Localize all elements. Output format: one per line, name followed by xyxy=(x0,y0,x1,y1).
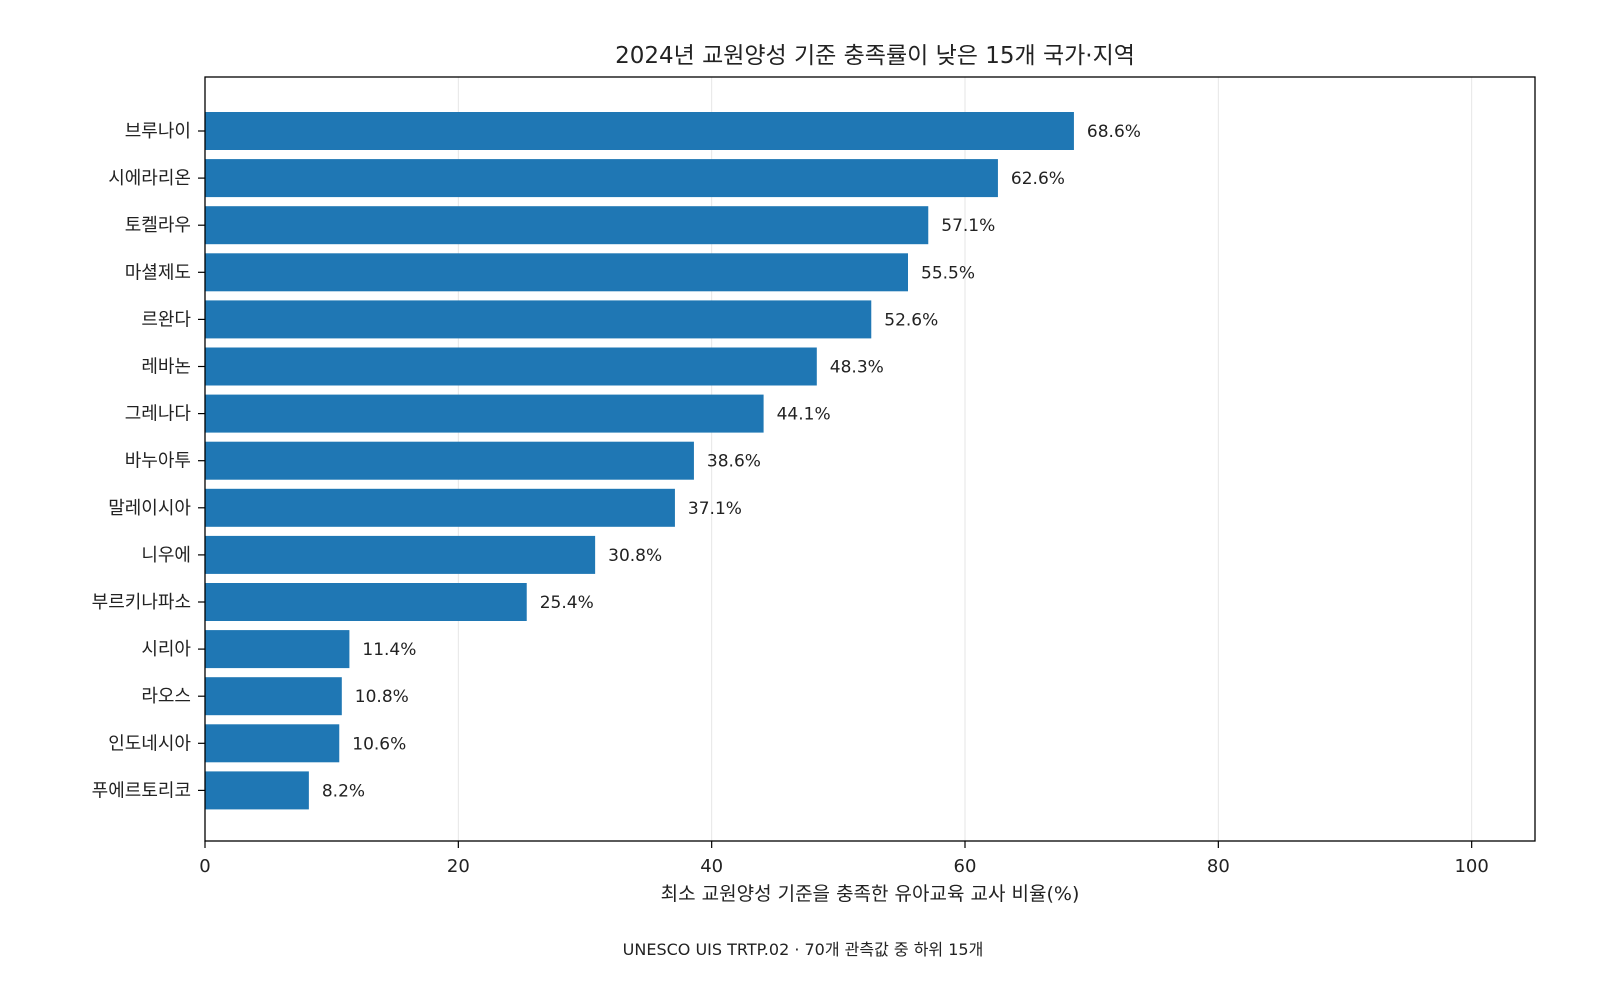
value-label: 62.6% xyxy=(1011,169,1065,189)
value-label: 10.6% xyxy=(352,734,406,754)
category-label: 시에라리온 xyxy=(108,168,191,189)
bar xyxy=(205,253,908,292)
x-tick-label: 80 xyxy=(1207,856,1230,877)
category-label: 토켈라우 xyxy=(125,215,191,236)
x-tick-label: 20 xyxy=(447,856,470,877)
bar xyxy=(205,488,675,527)
category-label: 부르키나파소 xyxy=(92,592,191,613)
value-label: 68.6% xyxy=(1087,122,1141,142)
bar xyxy=(205,112,1074,150)
bar xyxy=(205,159,998,198)
x-axis-ticks: 0 20 40 60 80 100 xyxy=(199,841,1489,877)
bar xyxy=(205,441,694,480)
category-label: 그레나다 xyxy=(125,404,192,425)
value-labels: 68.6% 62.6% 57.1% 55.5% 52.6% 48.3% 44.1% 38.6%… xyxy=(322,122,1141,801)
category-label: 바누아투 xyxy=(125,451,191,472)
category-label: 시리아 xyxy=(141,639,191,660)
bar xyxy=(205,630,350,669)
bar xyxy=(205,206,929,245)
category-label: 레바논 xyxy=(141,357,191,378)
category-label: 르완다 xyxy=(141,309,191,330)
bar xyxy=(205,771,309,810)
bar xyxy=(205,347,817,386)
bar xyxy=(205,724,340,763)
chart-title: 2024년 교원양성 기준 충족률이 낮은 15개 국가·지역 xyxy=(615,43,1135,69)
bar xyxy=(205,677,342,716)
category-label: 브루나이 xyxy=(125,121,191,142)
bar xyxy=(205,394,764,433)
value-label: 57.1% xyxy=(941,216,995,236)
category-label: 마셜제도 xyxy=(125,262,191,283)
bar xyxy=(205,300,872,339)
value-label: 11.4% xyxy=(362,640,416,660)
x-tick-label: 60 xyxy=(954,856,977,877)
value-label: 55.5% xyxy=(921,263,975,283)
category-labels: 브루나이시에라리온토켈라우마셜제도르완다레바논그레나다바누아투말레이시아니우에부… xyxy=(92,121,205,801)
category-label: 말레이시아 xyxy=(108,498,191,519)
value-label: 52.6% xyxy=(884,310,938,330)
category-label: 푸에르토리코 xyxy=(92,780,191,801)
category-label: 니우에 xyxy=(141,545,191,566)
category-label: 라오스 xyxy=(141,686,191,707)
value-label: 37.1% xyxy=(688,499,742,519)
value-label: 44.1% xyxy=(777,405,831,425)
value-label: 10.8% xyxy=(355,687,409,707)
x-tick-label: 40 xyxy=(700,856,723,877)
source-note: UNESCO UIS TRTP.02 · 70개 관측값 중 하위 15개 xyxy=(623,940,984,959)
x-axis-label: 최소 교원양성 기준을 충족한 유아교육 교사 비율(%) xyxy=(661,883,1080,905)
value-label: 38.6% xyxy=(707,452,761,472)
plot-frame xyxy=(204,76,1536,842)
value-label: 30.8% xyxy=(608,546,662,566)
bars xyxy=(205,112,1074,810)
category-label: 인도네시아 xyxy=(108,733,191,754)
value-label: 25.4% xyxy=(540,593,594,613)
bar xyxy=(205,535,596,574)
value-label: 48.3% xyxy=(830,358,884,378)
x-tick-label: 0 xyxy=(199,856,210,877)
value-label: 8.2% xyxy=(322,781,365,801)
x-tick-label: 100 xyxy=(1454,856,1488,877)
bar xyxy=(205,583,527,621)
